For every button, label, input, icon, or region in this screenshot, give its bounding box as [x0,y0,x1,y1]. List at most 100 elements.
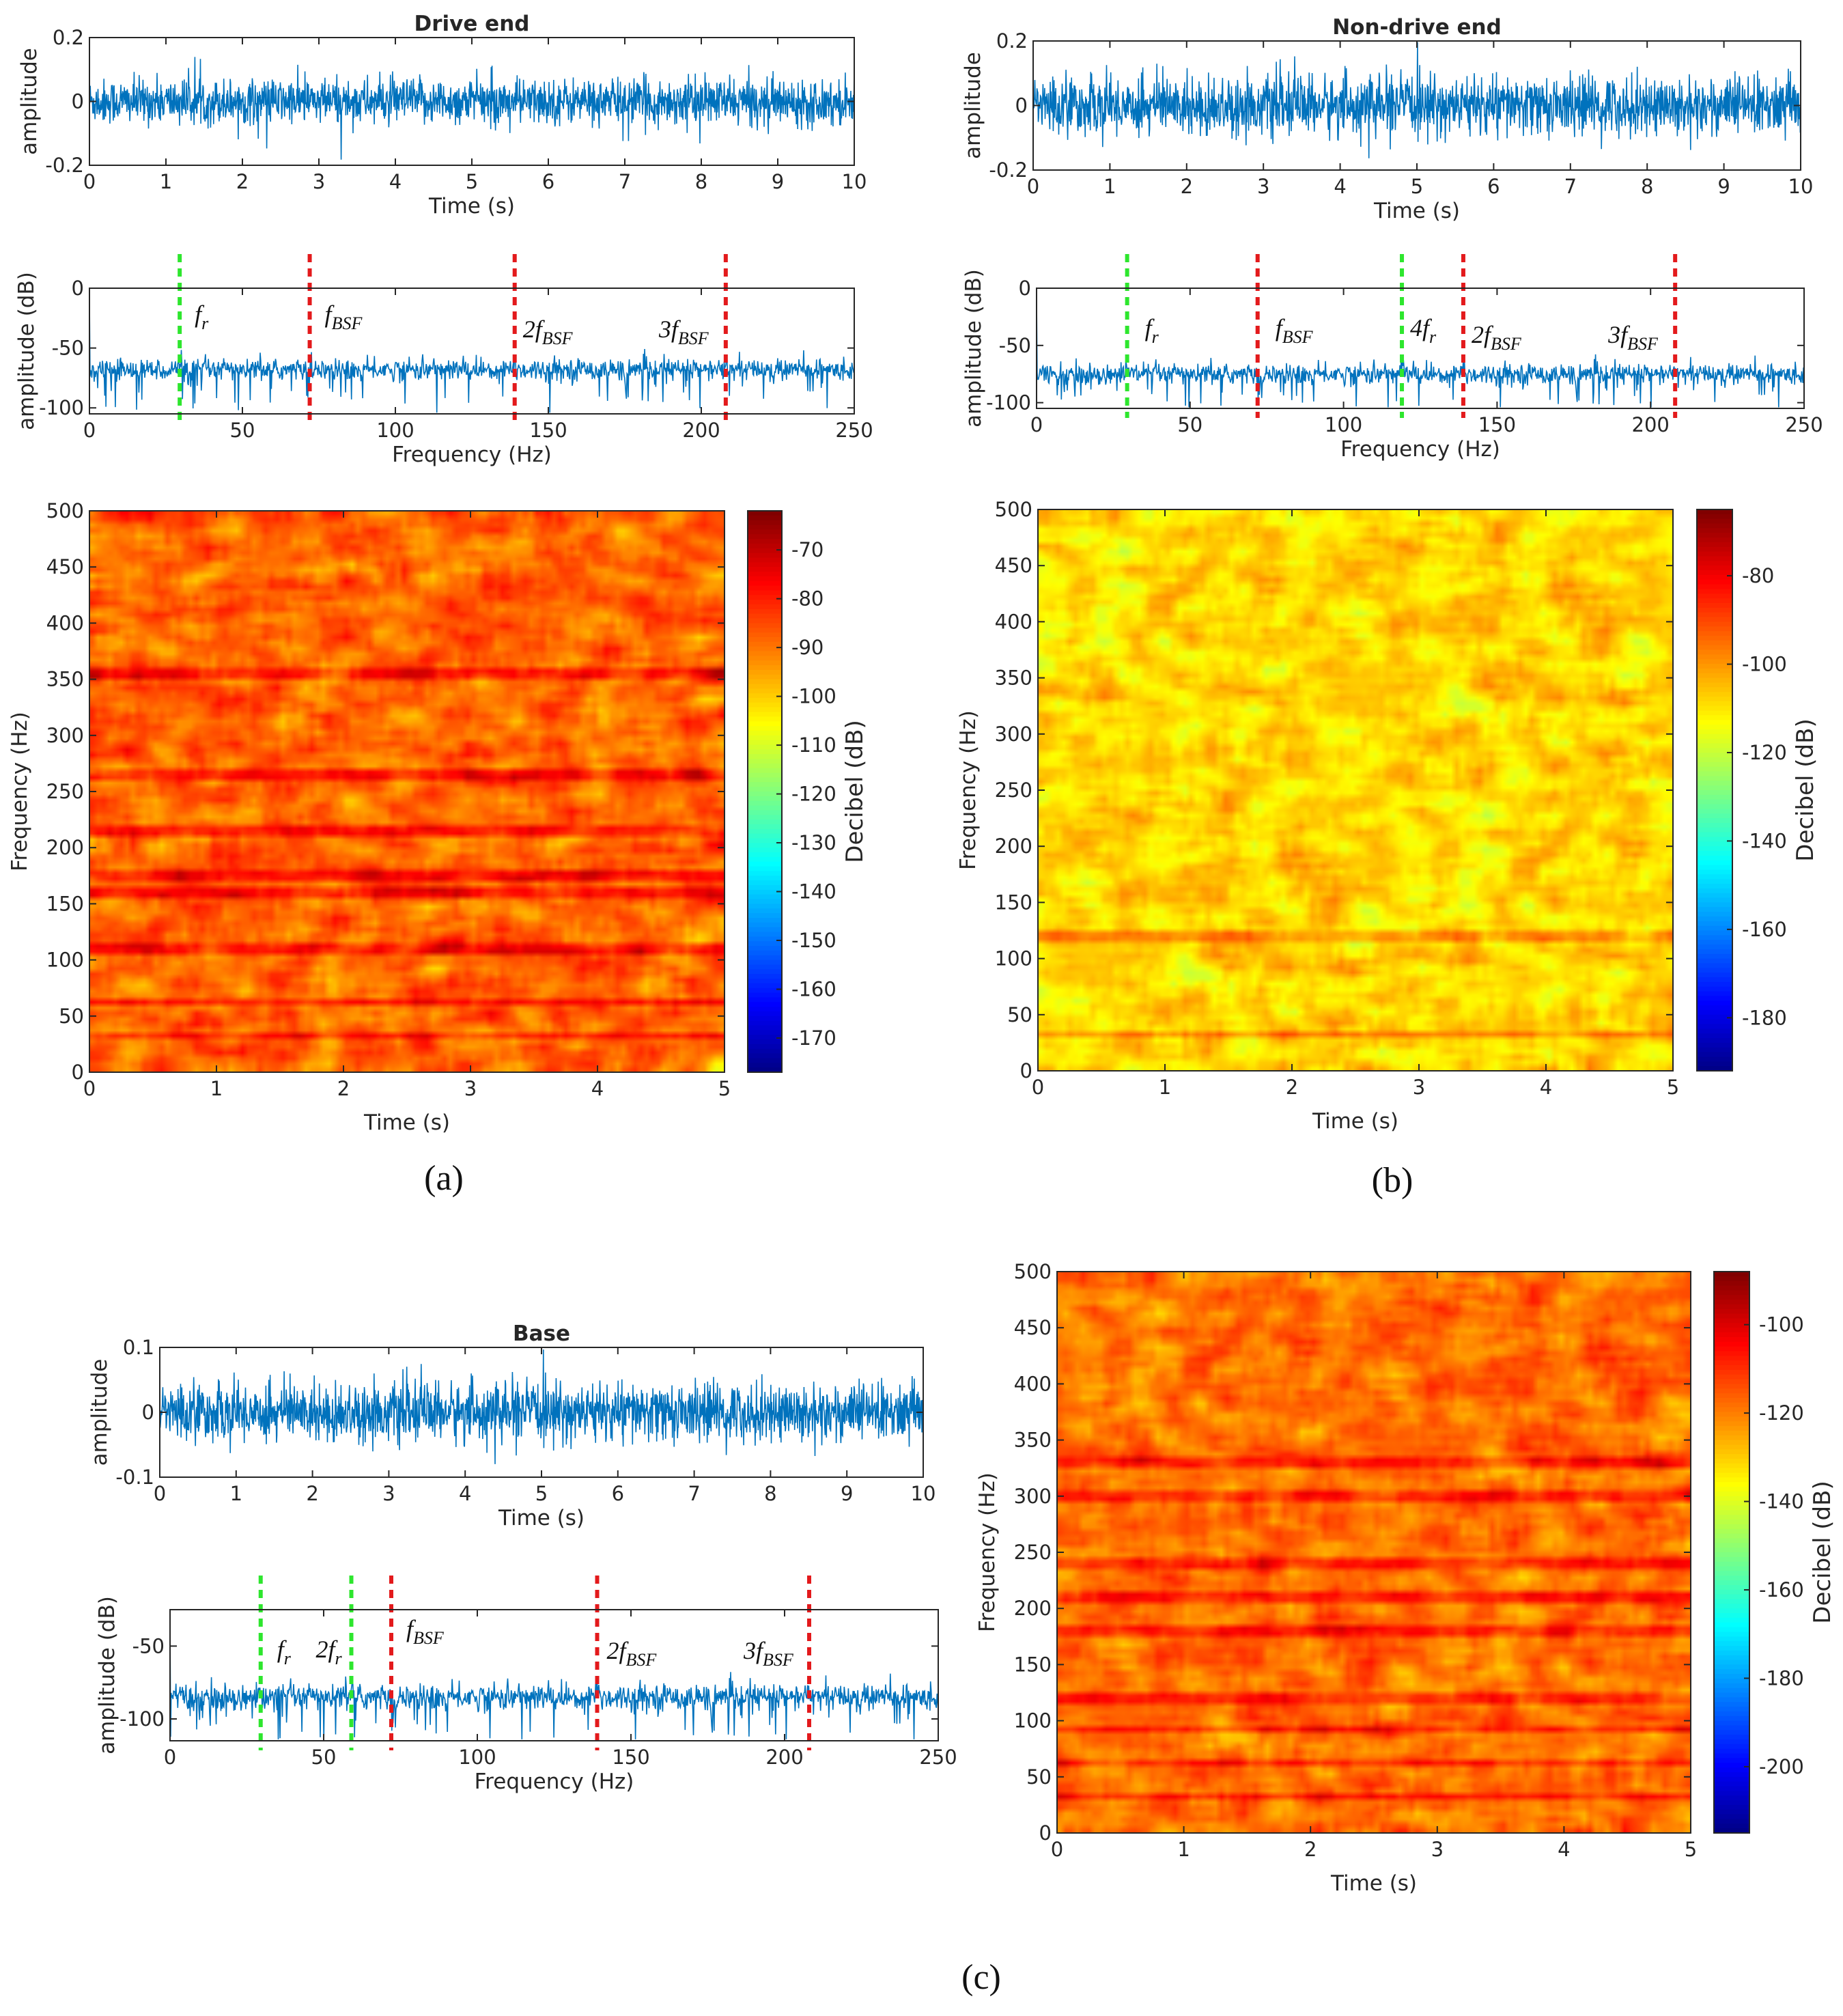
colorbar-swatch [748,988,782,994]
time-ylabel: amplitude [87,1359,112,1466]
colorbar-swatch [748,941,782,947]
colorbar-swatch [1697,1042,1732,1048]
colorbar-swatch [1697,953,1732,960]
colorbar-swatch [1697,692,1732,697]
colorbar-tick-label: -130 [791,831,836,854]
colorbar-swatch [748,1039,782,1045]
colorbar-swatch [1697,949,1732,955]
colorbar-swatch [1697,1014,1732,1020]
x-tick-label: 4 [1540,1076,1552,1099]
colorbar-swatch [1697,1047,1732,1053]
spectrum-axes-frame [169,1609,939,1741]
y-tick-label: -100 [986,391,1031,415]
colorbar-swatch [1697,761,1732,768]
marker-label-main: 2f [1472,321,1494,348]
x-tick-label: 7 [1564,175,1577,198]
colorbar-swatch [1714,1384,1749,1390]
colorbar-swatch [748,1025,782,1031]
spectrogram-ylabel: Frequency (Hz) [956,710,981,870]
marker-label: fBSF [325,300,363,333]
colorbar-tick-label: -70 [791,538,824,561]
colorbar-swatch [1697,794,1732,800]
colorbar-swatch [748,651,782,657]
colorbar: -100 -120 -140 -160 -180 -200 Decibel (dB) [1713,1271,1836,1834]
colorbar-swatch [1714,1440,1749,1446]
colorbar-swatch [1714,1795,1749,1802]
colorbar-swatch [1714,1627,1749,1633]
colorbar-swatch [1714,1819,1749,1825]
spectrogram-xlabel: Time (s) [1312,1109,1398,1134]
colorbar-swatch [748,866,782,872]
colorbar-swatch [1714,1454,1749,1459]
colorbar-swatch [1697,514,1732,520]
colorbar-swatch [748,548,782,554]
x-tick-label: 6 [612,1482,624,1505]
colorbar-swatch [748,585,782,591]
colorbar-swatch [1697,593,1732,600]
x-tick-label: 6 [1487,175,1500,198]
colorbar-swatch [748,1044,782,1050]
y-tick-label: 350 [46,668,84,691]
marker-label: 2fBSF [607,1637,658,1670]
colorbar-swatch [748,590,782,596]
colorbar-swatch [1697,897,1732,904]
colorbar-tick-label: -100 [1742,653,1787,676]
colorbar-swatch [1697,771,1732,777]
colorbar-swatch [748,674,782,680]
colorbar-swatch [748,623,782,629]
spectrum-xlabel: Frequency (Hz) [392,443,552,467]
y-tick-label: -50 [52,337,84,360]
colorbar-swatch [1714,1688,1749,1694]
marker-label-main: 2f [607,1637,630,1664]
colorbar-swatch [1697,902,1732,908]
colorbar-swatch [1714,1416,1749,1423]
colorbar-swatch [1697,1000,1732,1007]
colorbar-frame [1713,1271,1750,1834]
colorbar-swatch [748,908,782,914]
colorbar-swatch [1697,851,1732,856]
colorbar-swatch [1714,1735,1749,1740]
y-tick-label: 250 [1014,1541,1052,1564]
colorbar-swatch [1714,1646,1749,1651]
x-tick-label: 0 [164,1746,176,1769]
colorbar-swatch [1714,1632,1749,1638]
colorbar-swatch [1697,659,1732,665]
colorbar-tick-label: -110 [791,733,836,757]
colorbar-swatch [1697,981,1732,988]
spectrogram-heatmap [1057,1272,1691,1833]
colorbar-swatch [1697,523,1732,529]
colorbar-swatch [1697,635,1732,641]
colorbar-swatch [748,716,782,723]
colorbar-swatch [1697,584,1732,590]
colorbar-swatch [1714,1711,1749,1717]
spectrum-axes-frame [89,288,855,415]
y-tick-label: 300 [995,723,1032,746]
colorbar-swatch [1714,1767,1749,1773]
colorbar-swatch [1697,733,1732,740]
marker-label: 3fBSF [658,316,709,348]
x-tick-label: 4 [1558,1838,1570,1861]
y-tick-label: 0 [1015,94,1028,117]
colorbar-swatch [748,604,782,610]
marker-label-sub: r [201,313,209,333]
colorbar-swatch [748,946,782,951]
colorbar-swatch [1697,869,1732,876]
colorbar-swatch [1714,1318,1749,1324]
colorbar-swatch [1697,799,1732,805]
colorbar-swatch [748,698,782,703]
marker-label: 2fBSF [523,316,574,348]
colorbar-swatch [1714,1589,1749,1595]
marker-label-main: 2f [316,1636,339,1663]
colorbar-swatch [748,744,782,751]
colorbar-swatch [748,871,782,877]
y-tick-label: 150 [1014,1653,1052,1676]
colorbar-swatch [1714,1617,1749,1623]
colorbar-swatch [1714,1280,1749,1287]
y-tick-label: -0.1 [115,1466,154,1489]
colorbar-swatch [1714,1304,1749,1310]
spectrum-ylabel: amplitude (dB) [14,272,39,430]
colorbar-swatch [1714,1295,1749,1301]
colorbar-swatch [1714,1402,1749,1408]
y-tick-label: 0.1 [123,1336,154,1359]
colorbar-tick-label: -180 [1759,1666,1804,1690]
